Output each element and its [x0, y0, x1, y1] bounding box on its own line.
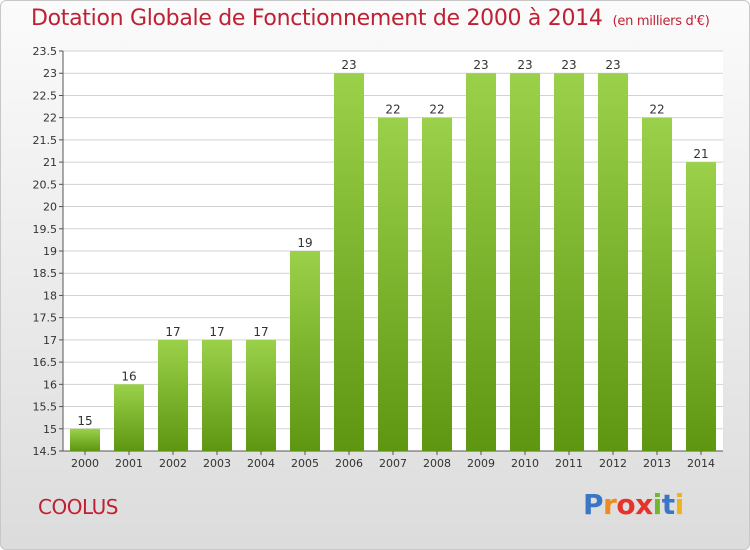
bar-value-label: 17	[209, 325, 224, 339]
x-tick-label: 2008	[423, 457, 451, 470]
x-tick-label: 2013	[643, 457, 671, 470]
bar-value-label: 22	[649, 103, 664, 117]
bar-value-label: 22	[385, 103, 400, 117]
y-tick-label: 17.5	[33, 312, 58, 325]
bar	[642, 117, 672, 452]
proxiti-logo: Proxiti	[583, 488, 684, 521]
y-tick-label: 14.5	[33, 445, 58, 458]
chart-title: Dotation Globale de Fonctionnement de 20…	[31, 6, 710, 31]
bar	[510, 73, 540, 451]
bar	[422, 117, 452, 452]
x-tick-label: 2003	[203, 457, 231, 470]
bar-value-label: 21	[693, 147, 708, 161]
bar	[466, 73, 496, 451]
y-tick-label: 16.5	[33, 356, 58, 369]
x-tick-label: 2005	[291, 457, 319, 470]
y-tick-label: 19	[43, 245, 57, 258]
bar-value-label: 17	[165, 325, 180, 339]
y-tick-label: 23	[43, 67, 57, 80]
x-tick-label: 2009	[467, 457, 495, 470]
bar	[114, 384, 144, 451]
bar	[70, 428, 100, 451]
bar	[554, 73, 584, 451]
bar	[334, 73, 364, 451]
y-tick-label: 22.5	[33, 89, 58, 102]
x-tick-label: 2012	[599, 457, 627, 470]
y-tick-label: 16	[43, 378, 57, 391]
bar-value-label: 23	[341, 58, 356, 72]
y-tick-label: 18.5	[33, 267, 58, 280]
bar	[202, 339, 232, 451]
x-tick-label: 2014	[687, 457, 715, 470]
bar-value-label: 17	[253, 325, 268, 339]
bar-value-label: 16	[121, 369, 136, 383]
bar-value-label: 23	[473, 58, 488, 72]
x-tick-label: 2004	[247, 457, 275, 470]
commune-name: COOLUS	[38, 495, 118, 519]
y-tick-label: 15	[43, 423, 57, 436]
y-tick-label: 21.5	[33, 134, 58, 147]
y-tick-label: 22	[43, 112, 57, 125]
bar-value-label: 19	[297, 236, 312, 250]
bar-value-label: 23	[605, 58, 620, 72]
y-tick-label: 18	[43, 289, 57, 302]
bar	[290, 251, 320, 451]
bar-value-label: 23	[517, 58, 532, 72]
bar-value-label: 23	[561, 58, 576, 72]
chart-subtitle: (en milliers d'€)	[612, 14, 710, 29]
bar	[686, 162, 716, 451]
x-tick-label: 2010	[511, 457, 539, 470]
y-tick-label: 15.5	[33, 401, 58, 414]
x-tick-label: 2000	[71, 457, 99, 470]
y-tick-label: 19.5	[33, 223, 58, 236]
x-tick-label: 2001	[115, 457, 143, 470]
x-tick-label: 2007	[379, 457, 407, 470]
y-tick-label: 20	[43, 201, 57, 214]
bar	[246, 339, 276, 451]
bar	[378, 117, 408, 452]
bar	[158, 339, 188, 451]
y-tick-label: 21	[43, 156, 57, 169]
y-tick-label: 20.5	[33, 178, 58, 191]
bar	[598, 73, 628, 451]
x-tick-label: 2011	[555, 457, 583, 470]
y-tick-label: 23.5	[33, 45, 58, 58]
bar-value-label: 15	[77, 414, 92, 428]
bar-value-label: 22	[429, 103, 444, 117]
y-tick-label: 17	[43, 334, 57, 347]
title-text: Dotation Globale de Fonctionnement de 20…	[31, 6, 603, 31]
x-tick-label: 2002	[159, 457, 187, 470]
x-tick-label: 2006	[335, 457, 363, 470]
